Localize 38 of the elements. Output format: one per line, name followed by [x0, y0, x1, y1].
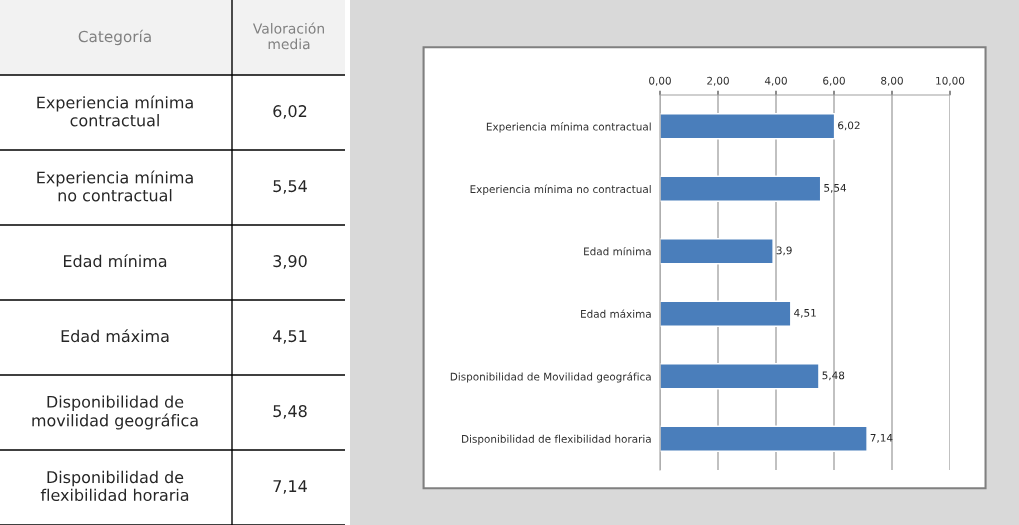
- x-tick-label: 10,00: [936, 76, 965, 86]
- data-label: 7,14: [870, 434, 893, 443]
- bar: [660, 300, 792, 327]
- y-tick-label: Experiencia mínima no contractual: [470, 184, 651, 196]
- text: 5,54: [273, 180, 307, 194]
- x-tick-label: 8,00: [881, 76, 903, 86]
- category-label: Edad mínima: [64, 254, 167, 268]
- bar: [660, 425, 868, 452]
- category-label: Edad máxima: [61, 329, 169, 343]
- data-label: 5,48: [822, 371, 845, 381]
- y-tick-label: Disponibilidad de Movilidad geográfica: [450, 372, 651, 383]
- x-tick-label: 6,00: [823, 76, 845, 86]
- text: 4,51: [273, 330, 307, 344]
- category-label: Disponibilidad de movilidad geográfica: [32, 395, 198, 430]
- x-tick-label: 4,00: [764, 76, 787, 86]
- y-tick-label: Disponibilidad de flexibilidad horaria: [462, 434, 651, 445]
- bar: [660, 363, 820, 390]
- y-tick-label: Edad mínima: [584, 246, 651, 256]
- text: 5,48: [273, 405, 307, 419]
- data-label: 5,54: [824, 184, 847, 193]
- data-label: 3,9: [776, 246, 792, 256]
- bar: [660, 113, 836, 140]
- text: 7,14: [273, 480, 307, 494]
- y-tick-label: Experiencia mínima contractual: [486, 122, 651, 133]
- category-label: Experiencia mínima contractual: [37, 95, 193, 127]
- y-tick-label: Edad máxima: [581, 309, 651, 318]
- text: Categoría: [78, 29, 151, 46]
- x-tick-label: 0,00: [649, 76, 671, 86]
- text: 6,02: [273, 105, 307, 119]
- x-tick-label: 2,00: [707, 76, 729, 86]
- category-label: Experiencia mínima no contractual: [37, 170, 193, 202]
- category-label: Disponibilidad de flexibilidad horaria: [40, 470, 189, 502]
- bar: [660, 175, 822, 202]
- text: 3,90: [273, 255, 307, 269]
- bar: [660, 238, 774, 265]
- text: Valoración media: [252, 22, 324, 50]
- data-label: 6,02: [838, 121, 860, 131]
- data-label: 4,51: [794, 309, 816, 318]
